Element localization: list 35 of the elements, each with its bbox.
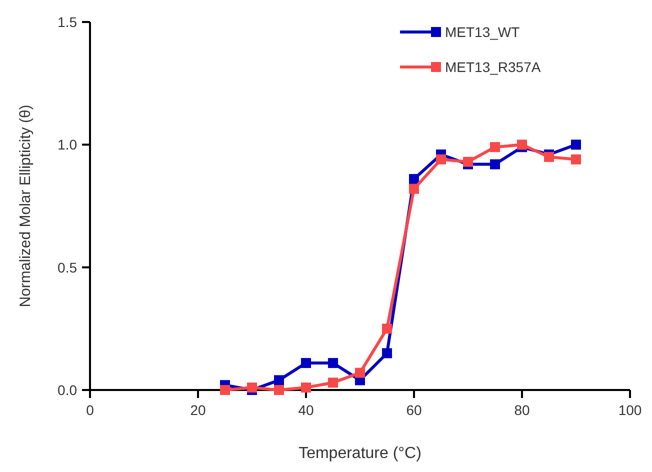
x-tick-label: 40 xyxy=(298,402,314,418)
point xyxy=(463,156,473,167)
point xyxy=(328,358,338,368)
point xyxy=(382,324,392,334)
point xyxy=(409,174,419,184)
x-tick-label: 80 xyxy=(514,402,530,418)
legend-label: MET13_R357A xyxy=(445,59,542,75)
point xyxy=(355,368,365,378)
legend-label: MET13_WT xyxy=(445,24,520,40)
point xyxy=(274,375,284,386)
y-tick-label: 0.0 xyxy=(58,382,78,398)
point xyxy=(247,382,257,393)
x-tick-label: 20 xyxy=(190,402,206,418)
x-tick-label: 0 xyxy=(86,402,94,418)
point xyxy=(220,385,230,395)
x-tick-label: 100 xyxy=(618,402,642,418)
point xyxy=(409,184,419,194)
point xyxy=(436,154,446,164)
point xyxy=(490,142,500,152)
x-tick-label: 60 xyxy=(406,402,422,418)
y-axis-title: Normalized Molar Ellipticity (θ) xyxy=(17,104,34,308)
point xyxy=(490,159,500,170)
y-tick-label: 1.5 xyxy=(58,14,78,30)
point xyxy=(301,358,311,368)
x-axis-title: Temperature (°C) xyxy=(298,445,422,462)
point xyxy=(544,152,554,162)
point xyxy=(571,154,581,164)
point xyxy=(301,382,311,393)
point xyxy=(274,385,284,395)
point xyxy=(328,378,338,388)
point xyxy=(571,140,581,150)
y-tick-label: 1.0 xyxy=(58,136,78,153)
y-tick-label: 0.5 xyxy=(58,259,78,276)
point xyxy=(517,140,527,150)
point xyxy=(382,348,392,358)
